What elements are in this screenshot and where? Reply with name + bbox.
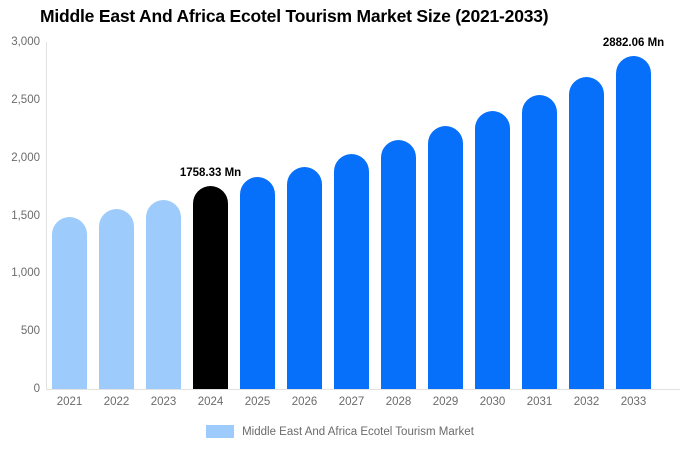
y-axis-tick-labels: 0 500 1,000 1,500 2,000 2,500 3,000	[0, 36, 40, 395]
x-axis-tick-2027: 2027	[338, 396, 365, 408]
y-axis-tick: 1,500	[11, 209, 40, 222]
bar-2029[interactable]	[428, 126, 463, 389]
y-axis-tick: 1,000	[11, 267, 40, 280]
bar-2023[interactable]	[146, 199, 181, 389]
bar-2033[interactable]	[616, 55, 651, 389]
x-axis-tick-2028: 2028	[385, 396, 412, 408]
x-axis-tick-2030: 2030	[479, 396, 506, 408]
x-axis-tick-2029: 2029	[432, 396, 459, 408]
y-axis-tick: 2,000	[11, 151, 40, 164]
chart-legend: Middle East And Africa Ecotel Tourism Ma…	[0, 425, 680, 438]
y-axis-tick: 2,500	[11, 93, 40, 106]
bar-2032[interactable]	[569, 76, 604, 389]
x-axis-tick-2023: 2023	[150, 396, 177, 408]
bar-value-label-2024: 1758.33 Mn	[179, 166, 242, 179]
chart-title: Middle East And Africa Ecotel Tourism Ma…	[40, 6, 549, 26]
bar-value-label-2033: 2882.06 Mn	[602, 36, 665, 49]
x-axis-tick-labels: 2021 2022 2023 2024 2025 2026 2027 2028 2029 2030…	[46, 396, 680, 416]
y-axis-tick: 500	[20, 325, 40, 338]
bars-layer: 1758.33 Mn 2882.06 Mn	[46, 37, 680, 389]
bar-2026[interactable]	[287, 166, 322, 389]
x-axis-tick-2031: 2031	[526, 396, 553, 408]
x-axis-tick-2025: 2025	[244, 396, 271, 408]
x-axis-tick-2022: 2022	[103, 396, 130, 408]
y-axis-tick: 0	[33, 383, 40, 395]
legend-swatch	[206, 425, 235, 438]
bar-2022[interactable]	[99, 209, 134, 389]
x-axis-tick-2033: 2033	[620, 396, 647, 408]
bar-2024[interactable]	[193, 185, 228, 389]
x-axis-line	[46, 389, 680, 390]
x-axis-tick-2021: 2021	[56, 396, 83, 408]
x-axis-tick-2024: 2024	[197, 396, 224, 408]
legend-label: Middle East And Africa Ecotel Tourism Ma…	[242, 425, 474, 438]
y-axis-tick: 3,000	[11, 36, 40, 48]
y-axis-line	[46, 42, 47, 390]
bar-2028[interactable]	[381, 140, 416, 389]
bar-2025[interactable]	[240, 177, 275, 389]
bar-2021[interactable]	[52, 217, 87, 389]
bar-2027[interactable]	[334, 153, 369, 389]
x-axis-tick-2026: 2026	[291, 396, 318, 408]
x-axis-tick-2032: 2032	[573, 396, 600, 408]
bar-2030[interactable]	[475, 111, 510, 389]
bar-2031[interactable]	[522, 95, 557, 389]
